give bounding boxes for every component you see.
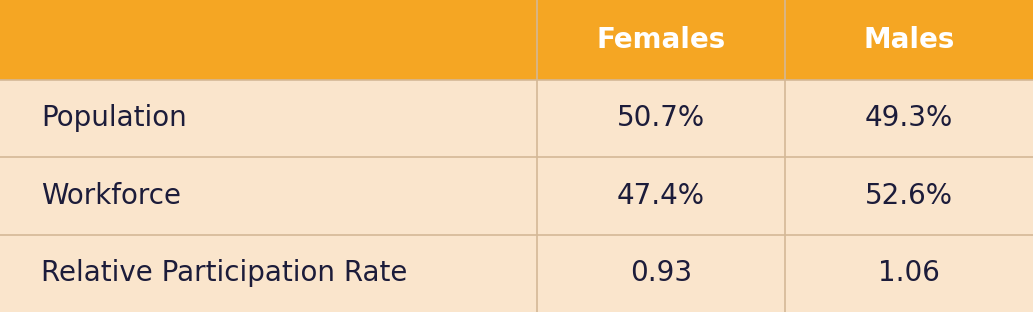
Bar <box>0 157 537 235</box>
Bar <box>537 0 785 80</box>
Bar <box>785 235 1033 312</box>
Bar <box>785 80 1033 157</box>
Text: 49.3%: 49.3% <box>865 104 953 132</box>
Bar <box>537 157 785 235</box>
Bar <box>785 157 1033 235</box>
Bar <box>537 235 785 312</box>
Text: 52.6%: 52.6% <box>865 182 953 210</box>
Bar <box>537 80 785 157</box>
Bar <box>785 0 1033 80</box>
Bar <box>0 80 537 157</box>
Text: Workforce: Workforce <box>41 182 182 210</box>
Text: Females: Females <box>596 26 726 54</box>
Text: Relative Participation Rate: Relative Participation Rate <box>41 259 408 287</box>
Bar <box>0 0 537 80</box>
Text: 0.93: 0.93 <box>630 259 692 287</box>
Text: Population: Population <box>41 104 187 132</box>
Text: Males: Males <box>864 26 954 54</box>
Text: 50.7%: 50.7% <box>617 104 706 132</box>
Text: 47.4%: 47.4% <box>617 182 706 210</box>
Text: 1.06: 1.06 <box>878 259 940 287</box>
Bar <box>0 235 537 312</box>
